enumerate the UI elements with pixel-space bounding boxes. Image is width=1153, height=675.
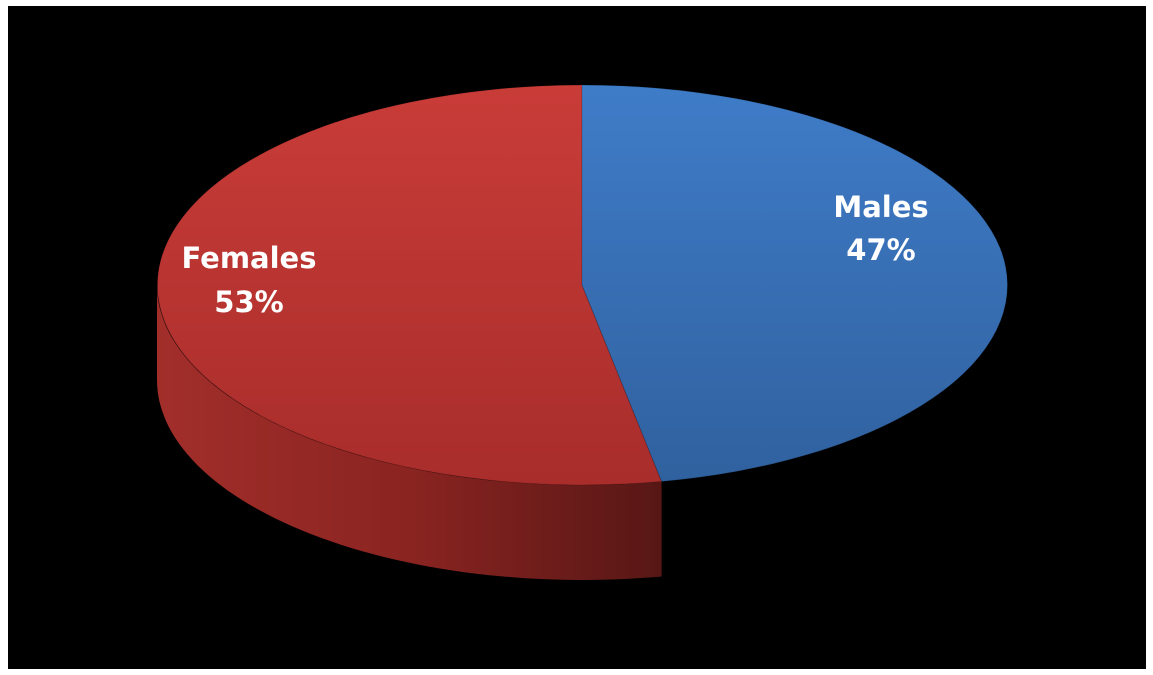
pie-sides [157,285,662,580]
pie-side-females [157,285,662,580]
label-females-percent: 53% [214,285,283,319]
label-females-name: Females [182,241,317,275]
pie-slice-females [156,84,663,486]
label-males-percent: 47% [846,233,915,267]
label-males-name: Males [833,190,928,224]
pie-slice-males [581,84,1008,483]
pie-labels: Females 53% Males 47% [182,190,929,319]
pie-tops [156,84,1008,486]
